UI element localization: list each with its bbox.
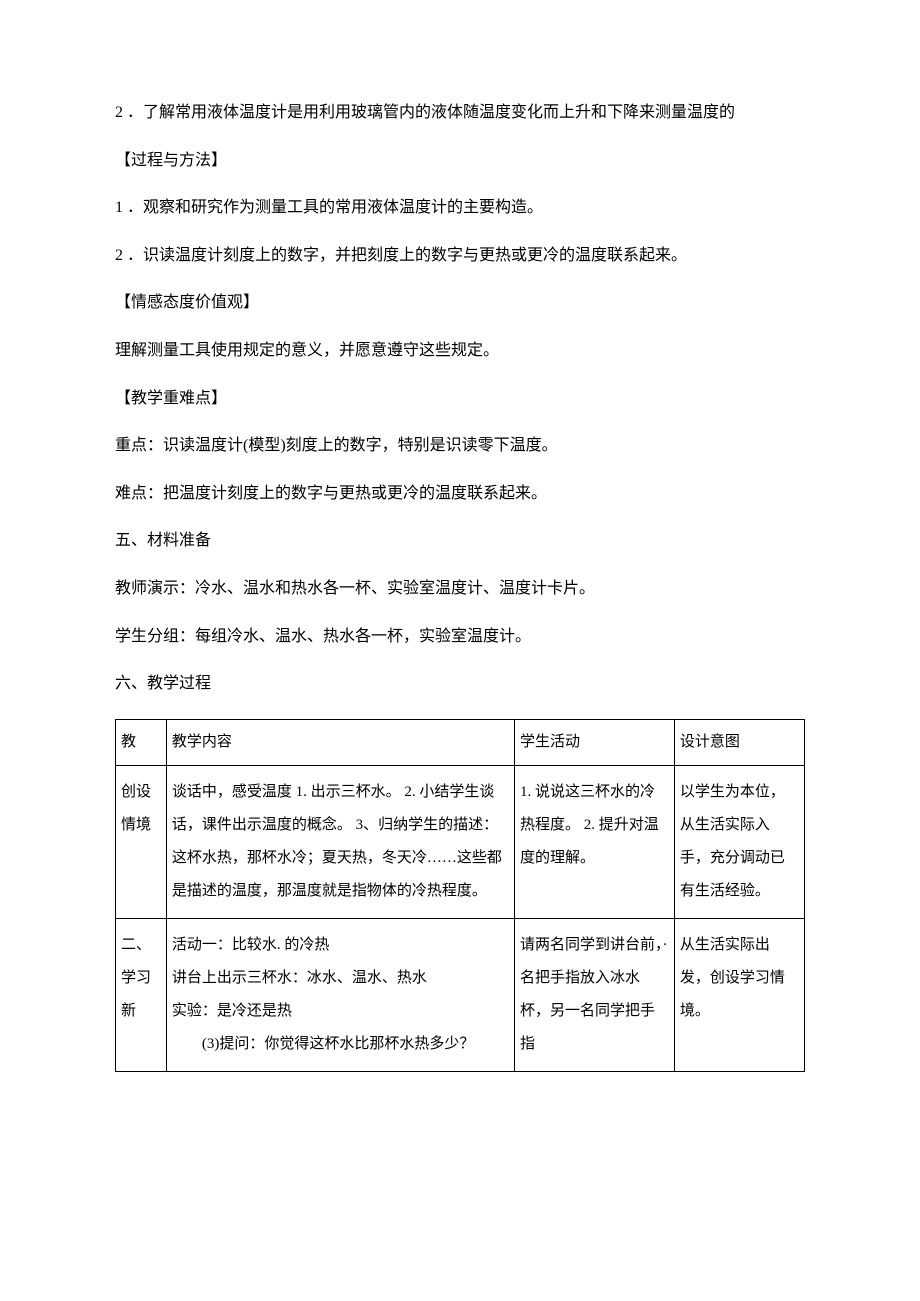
- section-heading: 【教学重难点】: [115, 386, 805, 412]
- table-cell: 二、学习新: [116, 918, 167, 1071]
- paragraph: 重点：识读温度计(模型)刻度上的数字，特别是识读零下温度。: [115, 433, 805, 459]
- table-header-cell: 教学内容: [166, 719, 514, 765]
- table-cell: 谈话中，感受温度 1. 出示三杯水。 2. 小结学生谈话，课件出示温度的概念。 …: [166, 765, 514, 918]
- table-header-cell: 教: [116, 719, 167, 765]
- section-heading: 六、教学过程: [115, 671, 805, 697]
- paragraph: 学生分组：每组冷水、温水、热水各一杯，实验室温度计。: [115, 624, 805, 650]
- paragraph: 2 ．了解常用液体温度计是用利用玻璃管内的液体随温度变化而上升和下降来测量温度的: [115, 100, 805, 126]
- table-header-cell: 设计意图: [674, 719, 804, 765]
- table-header-cell: 学生活动: [515, 719, 675, 765]
- table-cell: 请两名同学到讲台前，·名把手指放入冰水杯，另一名同学把手指: [515, 918, 675, 1071]
- table-cell-line: (3)提问：你觉得这杯水比那杯水热多少？: [172, 1028, 509, 1061]
- table-cell-line: 实验：是冷还是热: [172, 995, 509, 1028]
- table-row: 创设情境 谈话中，感受温度 1. 出示三杯水。 2. 小结学生谈话，课件出示温度…: [116, 765, 805, 918]
- paragraph: 教师演示：冷水、温水和热水各一杯、实验室温度计、温度计卡片。: [115, 576, 805, 602]
- lesson-process-table: 教 教学内容 学生活动 设计意图 创设情境 谈话中，感受温度 1. 出示三杯水。…: [115, 719, 805, 1072]
- table-cell: 1. 说说这三杯水的冷热程度。 2. 提升对温度的理解。: [515, 765, 675, 918]
- table-row: 二、学习新 活动一：比较水. 的冷热 讲台上出示三杯水：冰水、温水、热水 实验：…: [116, 918, 805, 1071]
- paragraph: 2 ．识读温度计刻度上的数字，并把刻度上的数字与更热或更冷的温度联系起来。: [115, 243, 805, 269]
- table-cell-line: 活动一：比较水. 的冷热: [172, 929, 509, 962]
- paragraph: 难点：把温度计刻度上的数字与更热或更冷的温度联系起来。: [115, 481, 805, 507]
- section-heading: 五、材料准备: [115, 528, 805, 554]
- section-heading: 【情感态度价值观】: [115, 290, 805, 316]
- table-cell-line: 讲台上出示三杯水：冰水、温水、热水: [172, 962, 509, 995]
- table-header-row: 教 教学内容 学生活动 设计意图: [116, 719, 805, 765]
- table-cell: 从生活实际出发，创设学习情境。: [674, 918, 804, 1071]
- section-heading: 【过程与方法】: [115, 148, 805, 174]
- table-cell: 以学生为本位，从生活实际入手，充分调动已有生活经验。: [674, 765, 804, 918]
- table-cell: 活动一：比较水. 的冷热 讲台上出示三杯水：冰水、温水、热水 实验：是冷还是热 …: [166, 918, 514, 1071]
- paragraph: 理解测量工具使用规定的意义，并愿意遵守这些规定。: [115, 338, 805, 364]
- table-cell: 创设情境: [116, 765, 167, 918]
- paragraph: 1 ．观察和研究作为测量工具的常用液体温度计的主要构造。: [115, 195, 805, 221]
